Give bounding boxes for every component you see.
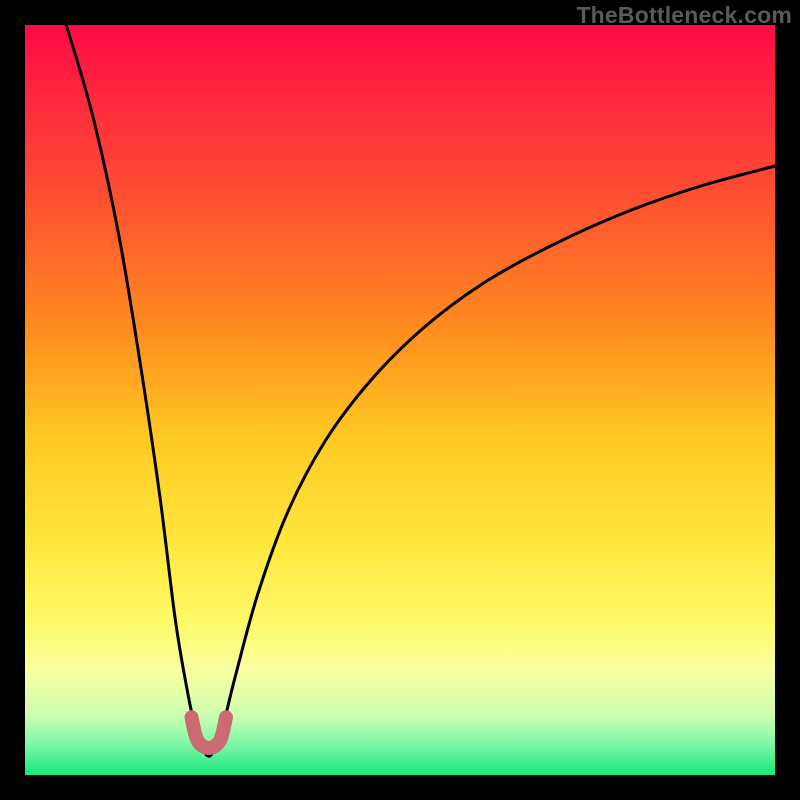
- chart-stage: TheBottleneck.com: [0, 0, 800, 800]
- watermark-text: TheBottleneck.com: [576, 2, 792, 29]
- plot-background: [25, 25, 775, 775]
- chart-svg: [0, 0, 800, 800]
